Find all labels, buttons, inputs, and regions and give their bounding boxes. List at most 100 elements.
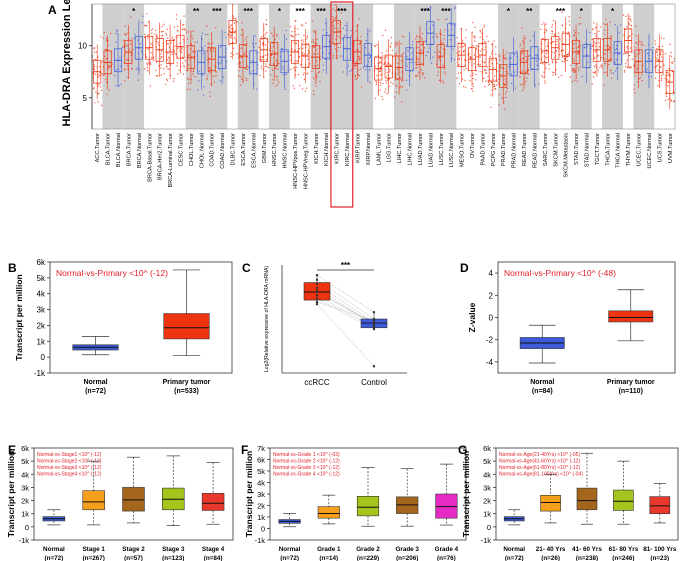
data-point	[171, 53, 173, 55]
data-point	[93, 65, 96, 68]
y-tick-label: 10	[78, 42, 87, 51]
panel-label: E	[8, 443, 16, 457]
y-tick-label: -4	[486, 358, 494, 367]
chart-title: Normal-vs-Primary <10^ (-12)	[56, 268, 168, 278]
chart-title: Normal-vs-Primary <10^ (-48)	[504, 268, 616, 278]
legend-item: Normal-vs-Age(21-40Yrs) <10^ (-05)	[499, 452, 580, 458]
data-point	[144, 24, 147, 27]
data-point	[215, 75, 217, 77]
data-point	[485, 80, 487, 82]
data-point	[93, 88, 95, 90]
box	[576, 487, 598, 511]
category-label: STAD.Tumor	[574, 133, 580, 165]
data-point	[442, 48, 445, 50]
data-point	[587, 61, 589, 64]
data-point	[480, 50, 482, 52]
data-point	[435, 32, 438, 35]
data-point	[181, 49, 183, 51]
data-point	[372, 321, 376, 325]
data-point	[92, 55, 94, 57]
data-point	[312, 41, 315, 43]
data-point	[544, 82, 546, 84]
panel-c: C Log2(Relative expressive of HLA-DRA mRN…	[242, 261, 407, 387]
data-point	[260, 56, 262, 58]
data-point	[395, 53, 397, 56]
data-point	[638, 50, 641, 52]
x-sample-size: (n=26)	[541, 555, 560, 561]
group-shade	[123, 4, 145, 129]
data-point	[650, 76, 653, 78]
box	[608, 310, 654, 323]
data-point	[246, 42, 248, 45]
legend-item: Normal-vs-Age(61-80Yrs) <10^ (-12)	[499, 465, 580, 471]
data-point	[274, 38, 276, 40]
data-point	[546, 45, 548, 47]
data-point	[634, 75, 636, 77]
data-point	[663, 64, 665, 66]
x-tick-label: 21- 40 Yrs	[536, 546, 566, 553]
data-point	[376, 82, 378, 84]
data-point	[372, 311, 376, 314]
data-point	[390, 81, 392, 84]
data-point	[100, 89, 103, 92]
legend-item: Normal-vs-Stage3 <10^ (-12)	[37, 465, 102, 471]
data-point	[630, 20, 632, 22]
data-point	[230, 34, 233, 37]
category-label: HNSC-HPVpos.Tumor	[293, 133, 299, 189]
data-point	[608, 63, 610, 66]
data-point	[153, 59, 155, 62]
data-point	[137, 67, 139, 69]
data-point	[594, 33, 596, 35]
data-point	[439, 32, 441, 35]
category-label: READ.Tumor	[522, 133, 528, 166]
data-point	[646, 68, 648, 70]
data-point	[459, 72, 462, 74]
data-point	[493, 83, 496, 86]
data-point	[446, 18, 449, 20]
data-point	[473, 35, 475, 37]
data-point	[437, 18, 440, 21]
category-label: LUSC.Tumor	[439, 133, 445, 166]
significance-mark: *	[611, 7, 615, 16]
data-point	[561, 11, 563, 14]
data-point	[394, 79, 396, 81]
data-point	[558, 76, 560, 79]
data-point	[185, 30, 187, 32]
data-point	[372, 324, 376, 327]
data-point	[552, 19, 555, 22]
data-point	[510, 57, 512, 59]
data-point	[386, 71, 388, 73]
data-point	[657, 85, 659, 87]
data-point	[546, 56, 548, 58]
data-point	[395, 84, 397, 86]
data-point	[147, 21, 150, 23]
data-point	[280, 48, 282, 50]
data-point	[601, 38, 604, 41]
data-point	[486, 35, 488, 38]
data-point	[276, 79, 279, 81]
category-label: OV.Tumor	[470, 133, 476, 158]
data-point	[529, 39, 531, 42]
data-point	[555, 43, 557, 46]
data-point	[428, 47, 430, 49]
data-point	[150, 43, 152, 45]
data-point	[577, 67, 580, 69]
data-point	[307, 58, 309, 60]
data-point	[189, 88, 191, 90]
data-point	[539, 62, 542, 65]
data-point	[626, 26, 628, 28]
category-label: BRCA.Normal	[137, 133, 143, 168]
box	[356, 495, 380, 517]
data-point	[173, 77, 175, 80]
data-point	[526, 70, 528, 72]
data-point	[573, 58, 575, 61]
data-point	[166, 59, 169, 61]
data-point	[629, 67, 631, 69]
data-point	[665, 95, 668, 98]
data-point	[608, 45, 611, 48]
data-point	[593, 41, 595, 44]
data-point	[181, 28, 184, 30]
data-point	[167, 56, 170, 59]
data-point	[229, 25, 232, 27]
data-point	[399, 87, 401, 89]
